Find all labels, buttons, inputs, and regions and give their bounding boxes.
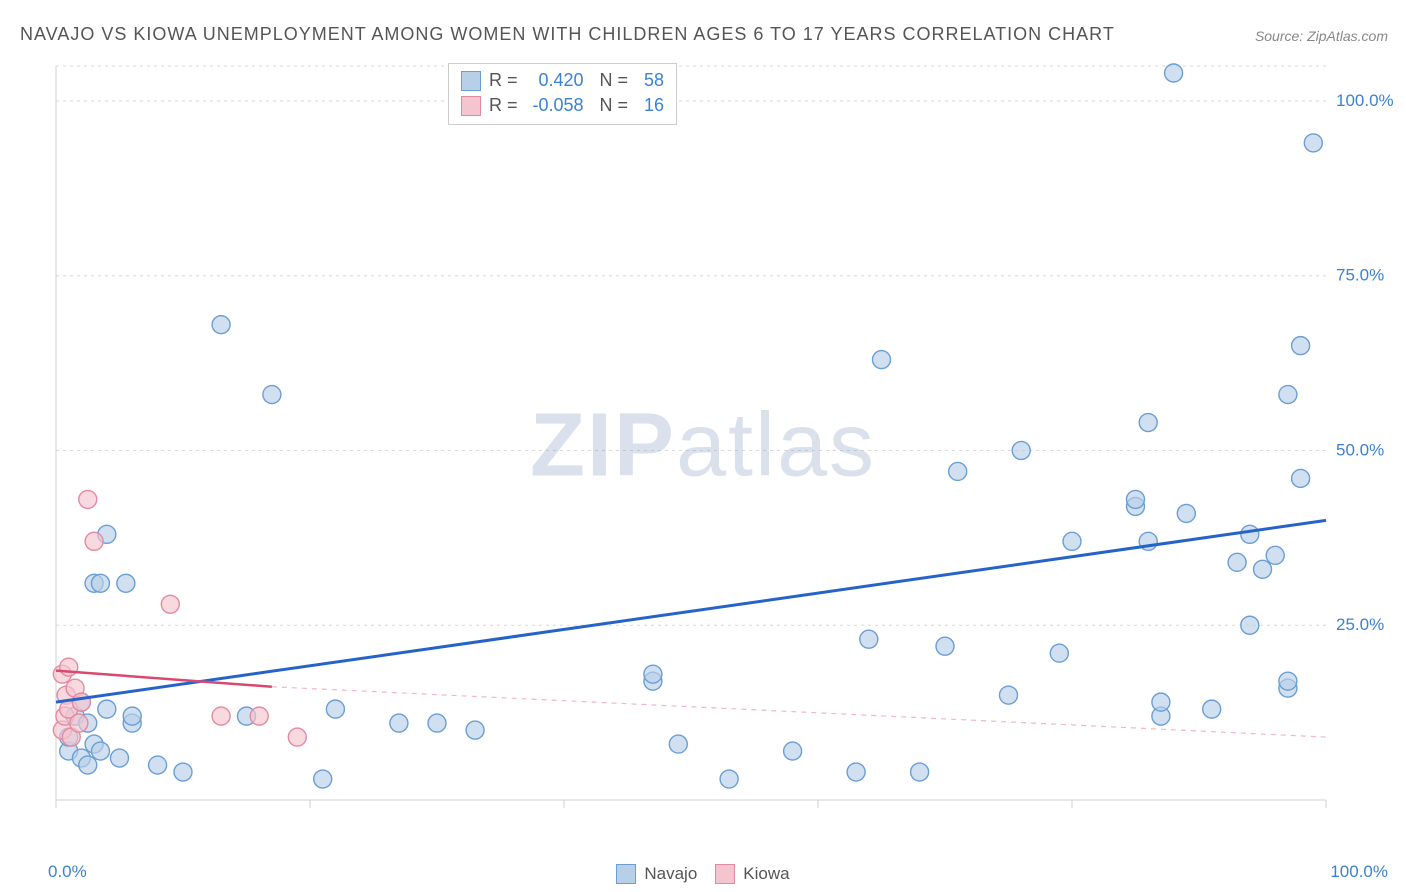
legend-swatch	[616, 864, 636, 884]
data-point	[91, 574, 109, 592]
data-point	[1139, 414, 1157, 432]
legend-item: Kiowa	[715, 864, 789, 884]
data-point	[79, 756, 97, 774]
series-swatch	[461, 71, 481, 91]
data-point	[314, 770, 332, 788]
data-point	[669, 735, 687, 753]
legend-swatch	[715, 864, 735, 884]
data-point	[1241, 525, 1259, 543]
y-tick-label: 100.0%	[1336, 91, 1394, 110]
data-point	[1000, 686, 1018, 704]
data-point	[1012, 441, 1030, 459]
data-point	[326, 700, 344, 718]
data-point	[117, 574, 135, 592]
data-point	[1241, 616, 1259, 634]
data-point	[428, 714, 446, 732]
stats-row: R = -0.058 N = 16	[461, 93, 664, 118]
data-point	[1177, 504, 1195, 522]
legend-item: Navajo	[616, 864, 697, 884]
data-point	[847, 763, 865, 781]
data-point	[644, 665, 662, 683]
data-point	[1165, 64, 1183, 82]
data-point	[85, 532, 103, 550]
data-point	[1292, 469, 1310, 487]
n-label: N =	[600, 70, 629, 91]
data-point	[161, 595, 179, 613]
r-label: R =	[489, 95, 518, 116]
data-point	[1292, 337, 1310, 355]
data-point	[1266, 546, 1284, 564]
data-point	[911, 763, 929, 781]
stats-row: R = 0.420 N = 58	[461, 68, 664, 93]
data-point	[1203, 700, 1221, 718]
data-point	[123, 707, 141, 725]
data-point	[466, 721, 484, 739]
data-point	[1050, 644, 1068, 662]
data-point	[720, 770, 738, 788]
data-point	[1254, 560, 1272, 578]
plot-area: 25.0% 50.0% 75.0% 100.0%	[48, 58, 1396, 828]
series-swatch	[461, 96, 481, 116]
data-point	[60, 658, 78, 676]
data-point	[860, 630, 878, 648]
chart-title: NAVAJO VS KIOWA UNEMPLOYMENT AMONG WOMEN…	[20, 24, 1115, 45]
data-point	[784, 742, 802, 760]
r-value: 0.420	[526, 70, 584, 91]
chart-container: NAVAJO VS KIOWA UNEMPLOYMENT AMONG WOMEN…	[0, 0, 1406, 892]
data-point	[91, 742, 109, 760]
data-point	[212, 707, 230, 725]
data-point	[288, 728, 306, 746]
data-point	[263, 386, 281, 404]
correlation-stats-box: R = 0.420 N = 58 R = -0.058 N = 16	[448, 63, 677, 125]
data-point	[1063, 532, 1081, 550]
data-point	[936, 637, 954, 655]
y-tick-label: 50.0%	[1336, 440, 1384, 459]
legend-label: Kiowa	[743, 864, 789, 884]
data-point	[949, 462, 967, 480]
data-point	[72, 693, 90, 711]
data-point	[98, 700, 116, 718]
data-point	[1279, 672, 1297, 690]
data-point	[212, 316, 230, 334]
legend-label: Navajo	[644, 864, 697, 884]
data-point	[1152, 693, 1170, 711]
data-point	[1127, 490, 1145, 508]
scatter-plot-svg: 25.0% 50.0% 75.0% 100.0%	[48, 58, 1396, 828]
n-value: 16	[636, 95, 664, 116]
data-point	[70, 714, 88, 732]
data-point	[873, 351, 891, 369]
data-point	[390, 714, 408, 732]
data-point	[149, 756, 167, 774]
data-point	[1304, 134, 1322, 152]
data-point	[1228, 553, 1246, 571]
data-point	[1279, 386, 1297, 404]
y-tick-label: 25.0%	[1336, 615, 1384, 634]
x-axis-end-label: 100.0%	[1330, 862, 1388, 882]
data-point	[250, 707, 268, 725]
data-point	[174, 763, 192, 781]
x-axis-legend: Navajo Kiowa	[0, 864, 1406, 884]
data-point	[79, 490, 97, 508]
y-tick-label: 75.0%	[1336, 266, 1384, 285]
data-point	[111, 749, 129, 767]
r-value: -0.058	[526, 95, 584, 116]
n-value: 58	[636, 70, 664, 91]
source-attribution: Source: ZipAtlas.com	[1255, 28, 1388, 44]
n-label: N =	[600, 95, 629, 116]
r-label: R =	[489, 70, 518, 91]
